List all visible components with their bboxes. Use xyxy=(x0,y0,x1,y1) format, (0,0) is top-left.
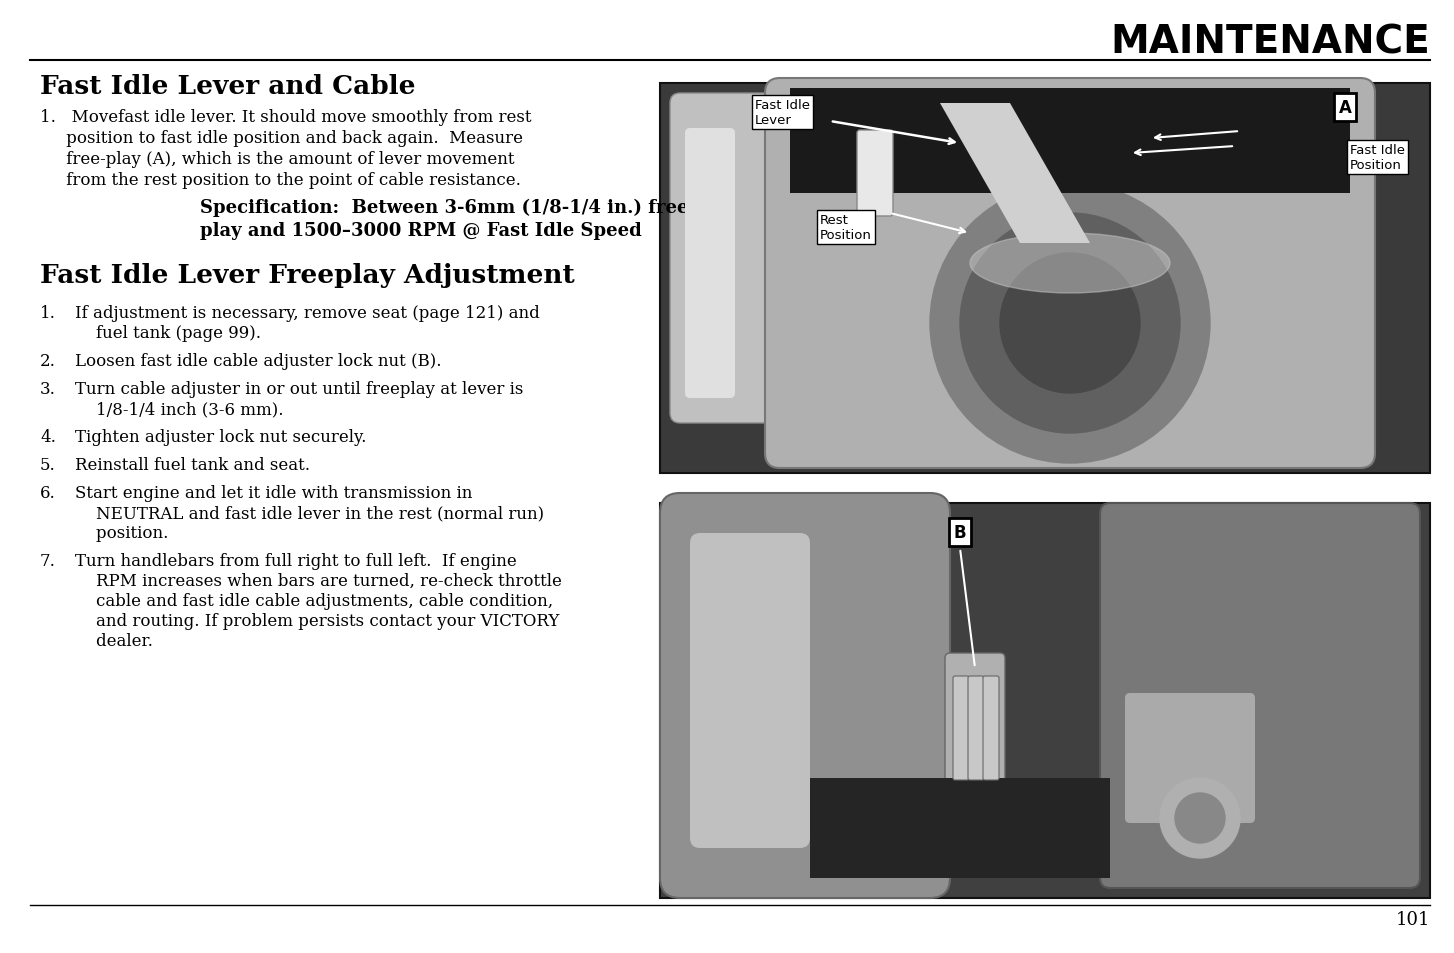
FancyBboxPatch shape xyxy=(968,677,984,781)
Text: dealer.: dealer. xyxy=(76,633,153,649)
Text: 2.: 2. xyxy=(41,353,55,370)
FancyBboxPatch shape xyxy=(685,129,736,398)
FancyBboxPatch shape xyxy=(945,654,1005,813)
Text: Fast Idle Lever Freeplay Adjustment: Fast Idle Lever Freeplay Adjustment xyxy=(41,263,574,288)
Circle shape xyxy=(1175,793,1226,843)
FancyBboxPatch shape xyxy=(660,494,949,898)
Text: Fast Idle Lever and Cable: Fast Idle Lever and Cable xyxy=(41,74,416,99)
FancyBboxPatch shape xyxy=(691,534,810,848)
Text: 4.: 4. xyxy=(41,429,55,446)
Circle shape xyxy=(931,184,1210,463)
FancyBboxPatch shape xyxy=(1125,693,1255,823)
Circle shape xyxy=(960,213,1181,434)
Text: 1.   Movefast idle lever. It should move smoothly from rest: 1. Movefast idle lever. It should move s… xyxy=(41,109,532,126)
Polygon shape xyxy=(939,104,1090,244)
FancyBboxPatch shape xyxy=(1101,503,1421,888)
Text: play and 1500–3000 RPM @ Fast Idle Speed: play and 1500–3000 RPM @ Fast Idle Speed xyxy=(201,222,641,240)
Text: Reinstall fuel tank and seat.: Reinstall fuel tank and seat. xyxy=(76,456,310,474)
Text: B: B xyxy=(954,523,967,541)
Text: RPM increases when bars are turned, re-check throttle: RPM increases when bars are turned, re-c… xyxy=(76,573,561,589)
Text: Specification:  Between 3-6mm (1/8-1/4 in.) free-: Specification: Between 3-6mm (1/8-1/4 in… xyxy=(201,199,696,217)
Text: 6.: 6. xyxy=(41,484,55,501)
Text: cable and fast idle cable adjustments, cable condition,: cable and fast idle cable adjustments, c… xyxy=(76,593,553,609)
Circle shape xyxy=(1160,779,1240,858)
Bar xyxy=(790,89,1349,193)
Text: Fast Idle
Lever: Fast Idle Lever xyxy=(755,99,810,127)
Bar xyxy=(660,84,1429,474)
Bar xyxy=(810,779,1109,878)
Ellipse shape xyxy=(970,233,1170,294)
Text: from the rest position to the point of cable resistance.: from the rest position to the point of c… xyxy=(41,172,521,189)
Text: MAINTENANCE: MAINTENANCE xyxy=(1111,24,1429,62)
Text: A: A xyxy=(1339,99,1351,117)
Text: Start engine and let it idle with transmission in: Start engine and let it idle with transm… xyxy=(76,484,473,501)
Text: position to fast idle position and back again.  Measure: position to fast idle position and back … xyxy=(41,130,523,147)
Text: NEUTRAL and fast idle lever in the rest (normal run): NEUTRAL and fast idle lever in the rest … xyxy=(76,504,544,521)
FancyBboxPatch shape xyxy=(765,79,1375,469)
Text: If adjustment is necessary, remove seat (page 121) and: If adjustment is necessary, remove seat … xyxy=(76,305,539,322)
Bar xyxy=(660,503,1429,898)
Circle shape xyxy=(1000,253,1140,394)
Text: fuel tank (page 99).: fuel tank (page 99). xyxy=(76,325,262,341)
Text: Turn handlebars from full right to full left.  If engine: Turn handlebars from full right to full … xyxy=(76,553,516,569)
Text: Turn cable adjuster in or out until freeplay at lever is: Turn cable adjuster in or out until free… xyxy=(76,380,523,397)
Text: 1/8-1/4 inch (3-6 mm).: 1/8-1/4 inch (3-6 mm). xyxy=(76,400,284,417)
FancyBboxPatch shape xyxy=(670,94,775,423)
Text: Fast Idle
Position: Fast Idle Position xyxy=(1349,144,1405,172)
Text: 101: 101 xyxy=(1396,910,1429,928)
Text: 3.: 3. xyxy=(41,380,55,397)
FancyBboxPatch shape xyxy=(952,677,968,781)
Text: Rest
Position: Rest Position xyxy=(820,213,872,242)
Text: Loosen fast idle cable adjuster lock nut (B).: Loosen fast idle cable adjuster lock nut… xyxy=(76,353,442,370)
Text: Tighten adjuster lock nut securely.: Tighten adjuster lock nut securely. xyxy=(76,429,366,446)
Text: position.: position. xyxy=(76,524,169,541)
Text: 5.: 5. xyxy=(41,456,55,474)
FancyBboxPatch shape xyxy=(983,677,999,781)
FancyBboxPatch shape xyxy=(856,131,893,216)
Text: and routing. If problem persists contact your VICTORY: and routing. If problem persists contact… xyxy=(76,613,560,629)
Text: 1.: 1. xyxy=(41,305,55,322)
Text: 7.: 7. xyxy=(41,553,55,569)
Text: free-play (A), which is the amount of lever movement: free-play (A), which is the amount of le… xyxy=(41,151,515,168)
